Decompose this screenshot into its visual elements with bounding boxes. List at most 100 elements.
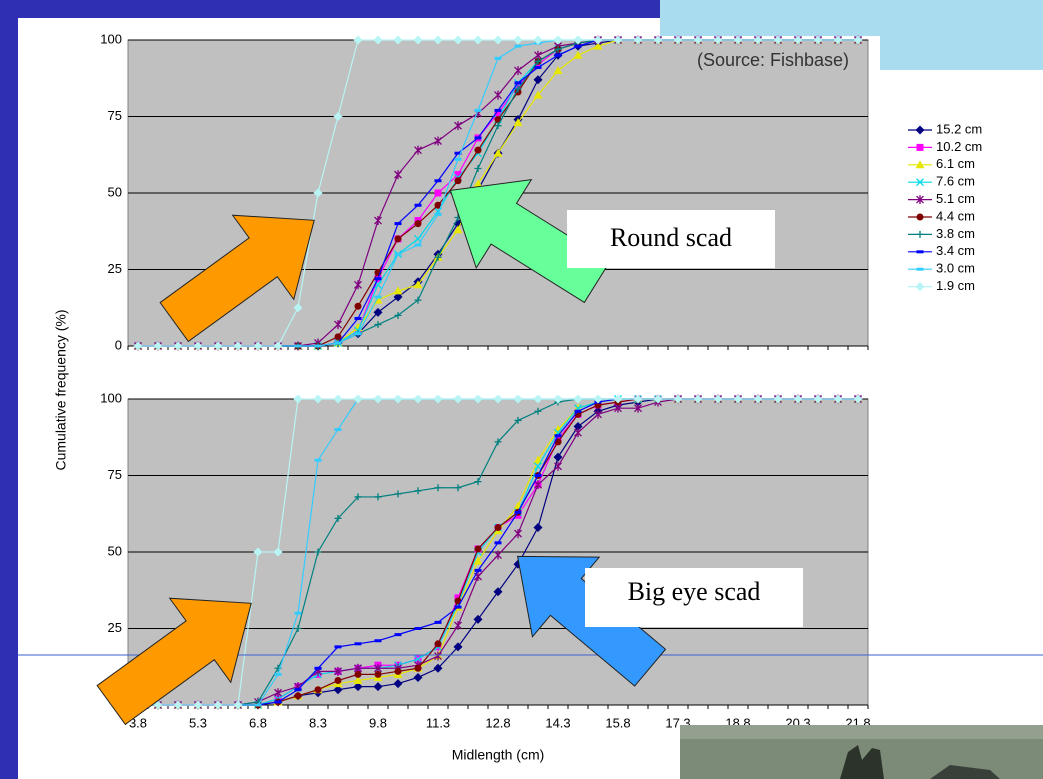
marker [354,332,362,336]
x-tick-label: 15.8 [605,715,630,730]
chart: 02550751003.85.36.88.39.811.312.814.315.… [100,390,870,730]
marker [574,428,582,438]
marker [173,700,183,710]
marker [394,633,402,637]
marker [474,478,482,486]
marker [454,177,462,185]
x-tick-label: 12.8 [485,715,510,730]
marker [394,235,402,243]
marker [514,81,522,85]
marker [334,320,342,330]
legend-label: 10.2 cm [936,139,982,154]
x-tick-label: 9.8 [369,715,387,730]
marker [613,35,623,45]
x-tick-label: 3.8 [129,715,147,730]
marker [374,216,382,226]
marker [413,672,423,682]
marker [474,146,482,154]
marker [273,547,283,557]
marker [414,243,422,247]
marker [574,409,582,413]
marker [493,35,503,45]
marker [453,394,463,404]
marker [433,394,443,404]
marker [193,341,203,351]
marker [474,136,482,140]
marker [294,692,302,700]
marker [314,458,322,462]
marker [394,490,402,498]
y-tick-label: 75 [108,467,122,482]
legend-label: 4.4 cm [936,208,975,223]
marker [693,35,703,45]
marker [653,394,663,404]
marker [414,664,422,672]
marker [353,676,363,685]
marker [133,341,143,351]
marker [393,286,403,295]
marker [573,35,583,45]
marker [274,700,282,704]
marker [653,35,663,45]
marker [434,640,442,648]
legend-label: 3.8 cm [936,226,975,241]
marker [753,35,763,45]
marker [354,493,362,501]
marker [753,394,763,404]
marker [374,321,382,329]
marker [413,394,423,404]
marker [633,394,643,404]
x-tick-label: 6.8 [249,715,267,730]
legend-label: 3.4 cm [936,243,975,258]
marker [373,394,383,404]
marker [534,57,542,65]
marker [453,35,463,45]
marker [494,550,502,560]
marker [413,35,423,45]
species-label: Big eye scad [628,577,761,606]
marker [414,296,422,304]
marker [493,587,503,597]
marker [453,225,463,234]
marker [394,311,402,319]
x-tick-label: 5.3 [189,715,207,730]
marker [793,394,803,404]
marker [454,620,462,630]
marker [473,394,483,404]
marker [513,394,523,404]
y-tick-label: 25 [108,620,122,635]
marker [333,394,343,404]
marker [354,280,362,290]
marker [334,514,342,522]
marker [353,394,363,404]
legend-marker [915,282,925,292]
marker [153,341,163,351]
marker [434,651,442,661]
x-tick-label: 11.3 [426,715,450,730]
marker [434,189,442,197]
marker [354,670,362,678]
species-label: Round scad [610,223,732,252]
marker [474,545,482,553]
marker [314,666,322,670]
marker [354,642,362,646]
marker [533,523,543,533]
marker [414,145,422,155]
marker [374,670,382,678]
marker [593,394,603,404]
marker [553,66,563,75]
marker [213,341,223,351]
marker [514,44,522,48]
marker [434,620,442,624]
marker [353,682,363,692]
marker [553,452,563,462]
y-tick-label: 50 [108,543,122,558]
marker [333,685,343,695]
marker [334,428,342,432]
marker [494,90,502,100]
marker [473,614,483,624]
marker [733,35,743,45]
marker [293,394,303,404]
marker [433,35,443,45]
